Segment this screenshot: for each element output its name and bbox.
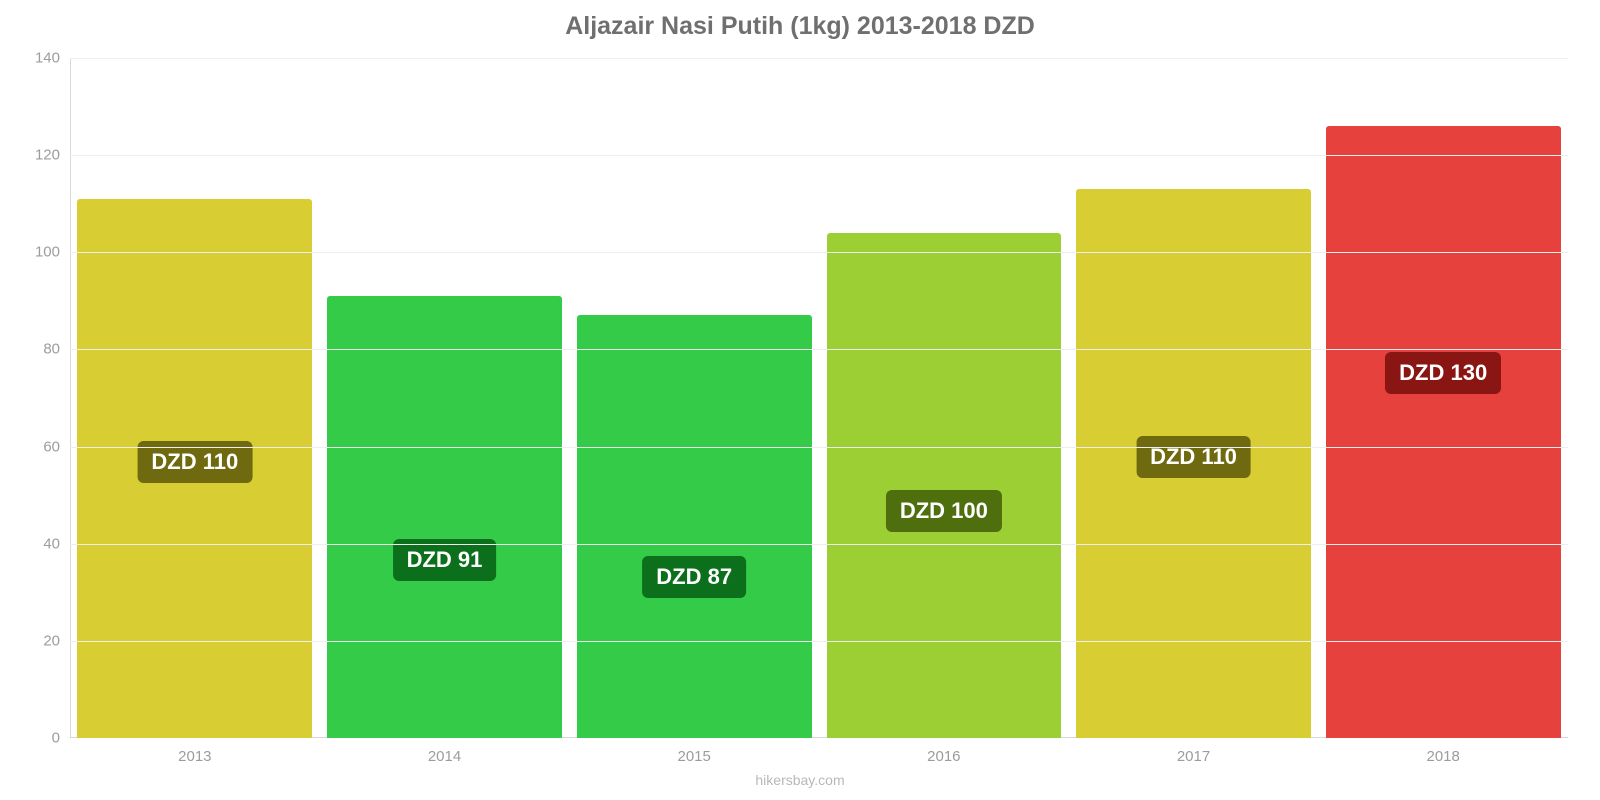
value-badge: DZD 91 [393,539,497,581]
x-tick-label: 2017 [1177,748,1210,765]
x-tick-label: 2015 [677,748,710,765]
x-tick-label: 2016 [927,748,960,765]
y-tick-label: 140 [20,50,60,67]
gridline [70,252,1568,253]
gridline [70,544,1568,545]
x-tick-label: 2014 [428,748,461,765]
gridline [70,447,1568,448]
y-tick-label: 40 [20,535,60,552]
bars-container: DZD 1102013DZD 912014DZD 872015DZD 10020… [70,58,1568,738]
bar: DZD 91 [327,296,562,738]
gridline [70,58,1568,59]
value-badge: DZD 130 [1385,352,1501,394]
gridline [70,641,1568,642]
bar-slot: DZD 1102013 [70,199,320,738]
value-badge: DZD 110 [137,441,252,483]
plot-area: DZD 1102013DZD 912014DZD 872015DZD 10020… [70,58,1568,738]
bar-slot: DZD 1302018 [1318,126,1568,738]
gridline [70,155,1568,156]
y-tick-label: 100 [20,244,60,261]
bar-slot: DZD 912014 [320,296,570,738]
y-tick-label: 20 [20,632,60,649]
bar-slot: DZD 872015 [569,315,819,738]
x-tick-label: 2013 [178,748,211,765]
bar: DZD 87 [577,315,812,738]
bar: DZD 130 [1326,126,1561,738]
attribution-text: hikersbay.com [0,772,1600,788]
bar-slot: DZD 1002016 [819,233,1069,738]
y-tick-label: 60 [20,438,60,455]
price-chart: Aljazair Nasi Putih (1kg) 2013-2018 DZD … [0,0,1600,800]
chart-title: Aljazair Nasi Putih (1kg) 2013-2018 DZD [0,12,1600,41]
bar: DZD 110 [77,199,312,738]
value-badge: DZD 87 [642,556,746,598]
bar: DZD 110 [1076,189,1311,738]
y-tick-label: 80 [20,341,60,358]
bar: DZD 100 [827,233,1062,738]
gridline [70,349,1568,350]
y-tick-label: 120 [20,147,60,164]
value-badge: DZD 100 [886,490,1002,532]
value-badge: DZD 110 [1136,436,1251,478]
y-tick-label: 0 [20,730,60,747]
x-tick-label: 2018 [1427,748,1460,765]
bar-slot: DZD 1102017 [1069,189,1319,738]
